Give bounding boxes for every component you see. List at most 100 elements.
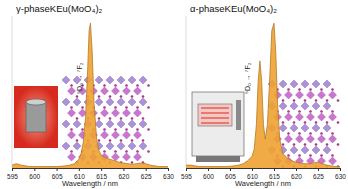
x-tick-label: 630 <box>335 173 346 180</box>
atom <box>131 117 134 120</box>
atom <box>98 139 101 142</box>
x-tick-mark <box>34 168 35 171</box>
x-tick-mark <box>12 168 13 171</box>
polyhedron <box>117 120 125 128</box>
polyhedron <box>112 87 120 95</box>
polyhedron <box>329 91 337 99</box>
polyhedron <box>101 87 109 95</box>
atom <box>76 117 79 120</box>
atom <box>109 139 112 142</box>
x-tick-mark <box>146 168 147 171</box>
annotation: ⁵D₀ → ⁷F₂ <box>76 62 83 94</box>
polyhedron <box>106 76 114 84</box>
atom <box>293 143 296 146</box>
chart-title: α-phaseKEu(MoO₄)₂ <box>190 3 277 14</box>
polyhedron <box>307 135 315 143</box>
atom <box>142 95 145 98</box>
polyhedron <box>134 131 142 139</box>
x-tick: 620 <box>291 168 302 180</box>
polyhedron <box>123 87 131 95</box>
polyhedron <box>139 142 147 150</box>
atom <box>326 121 329 124</box>
polyhedron <box>139 76 147 84</box>
x-axis-title: Wavelength / nm <box>235 179 291 188</box>
polyhedron <box>73 120 81 128</box>
atom <box>309 154 312 157</box>
x-tick-label: 625 <box>141 173 152 180</box>
atom <box>298 110 301 113</box>
polyhedron <box>329 113 337 121</box>
atom <box>136 128 139 131</box>
x-tick-mark <box>57 168 58 171</box>
polyhedron <box>95 98 103 106</box>
atom <box>293 121 296 124</box>
x-tick: 615 <box>96 168 107 180</box>
x-tick-label: 600 <box>29 173 40 180</box>
x-tick-mark <box>318 168 319 171</box>
x-tick: 630 <box>163 168 174 180</box>
atom <box>309 88 312 91</box>
polyhedron <box>279 80 287 88</box>
polyhedron <box>134 153 142 161</box>
x-tick-mark <box>123 168 124 171</box>
atom <box>320 154 323 157</box>
polyhedron <box>301 124 309 132</box>
crucible-top <box>26 99 46 105</box>
polyhedron <box>128 120 136 128</box>
x-axis-title: Wavelength / nm <box>62 179 118 188</box>
atom <box>337 99 340 102</box>
atom <box>109 117 112 120</box>
chart: 595600605610615620625630Wavelength / nmα… <box>181 3 346 188</box>
atom <box>298 154 301 157</box>
furnace-panel <box>236 100 241 130</box>
atom <box>320 110 323 113</box>
atom <box>125 106 128 109</box>
polyhedron <box>139 120 147 128</box>
heating-element <box>201 117 229 118</box>
chart-title: γ-phaseKEu(MoO₄)₂ <box>16 3 103 14</box>
atom <box>125 150 128 153</box>
atom <box>320 132 323 135</box>
polyhedron <box>117 142 125 150</box>
atom <box>147 128 150 131</box>
atom <box>309 110 312 113</box>
furnace-window <box>198 104 232 126</box>
atom <box>315 99 318 102</box>
y-axis-line <box>186 16 187 168</box>
atom <box>136 84 139 87</box>
x-tick: 595 <box>7 168 18 180</box>
polyhedron <box>73 98 81 106</box>
x-tick-mark <box>79 168 80 171</box>
x-tick-label: 620 <box>118 173 129 180</box>
atom <box>282 143 285 146</box>
x-tick: 625 <box>141 168 152 180</box>
polyhedron <box>73 142 81 150</box>
polyhedron <box>296 135 304 143</box>
polyhedron <box>296 91 304 99</box>
x-tick-label: 620 <box>291 173 302 180</box>
polyhedron <box>101 131 109 139</box>
polyhedron <box>301 146 309 154</box>
x-tick: 615 <box>269 168 280 180</box>
atom <box>120 95 123 98</box>
polyhedron <box>139 98 147 106</box>
crystal-structure <box>62 76 150 164</box>
polyhedron <box>123 153 131 161</box>
polyhedron <box>285 113 293 121</box>
atom <box>147 150 150 153</box>
atom <box>76 95 79 98</box>
x-tick-label: 595 <box>181 173 192 180</box>
atom <box>103 106 106 109</box>
atom <box>331 88 334 91</box>
atom <box>103 84 106 87</box>
atom <box>81 128 84 131</box>
polyhedron <box>312 124 320 132</box>
atom <box>147 84 150 87</box>
atom <box>131 161 134 164</box>
atom <box>103 150 106 153</box>
atom <box>287 154 290 157</box>
furnace-base <box>196 156 240 162</box>
decorations <box>14 76 339 168</box>
x-tick-mark <box>208 168 209 171</box>
x-tick: 600 <box>29 168 40 180</box>
